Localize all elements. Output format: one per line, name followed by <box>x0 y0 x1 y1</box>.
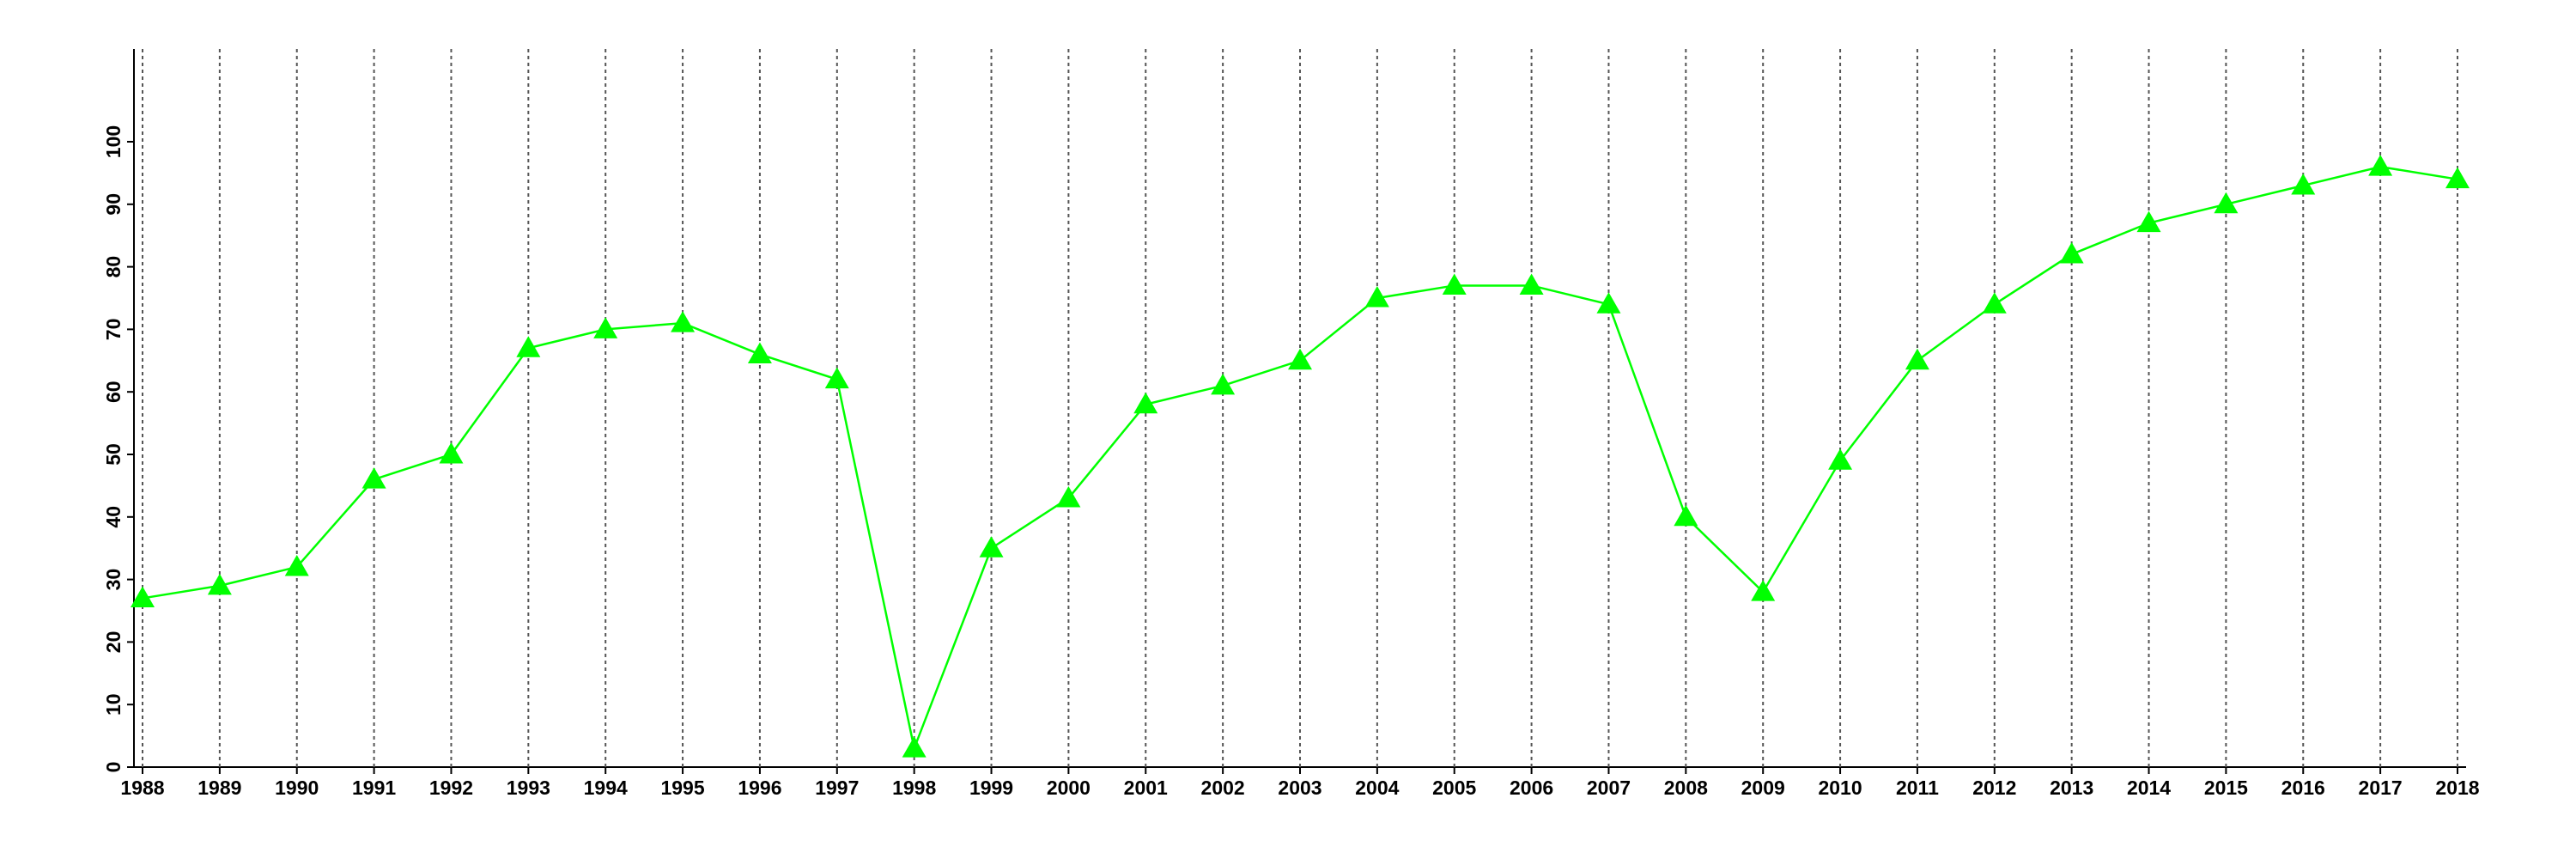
y-tick-label: 50 <box>102 443 125 466</box>
x-tick-label: 1991 <box>352 777 396 799</box>
point-marker <box>361 467 386 489</box>
x-tick-label: 2015 <box>2204 777 2248 799</box>
x-tick-label: 2007 <box>1587 777 1631 799</box>
x-tick-label: 2004 <box>1355 777 1399 799</box>
point-marker <box>1905 348 1929 370</box>
x-tick-label: 1992 <box>429 777 473 799</box>
x-tick-label: 2010 <box>1818 777 1862 799</box>
point-marker <box>979 536 1004 557</box>
point-marker <box>2136 210 2161 233</box>
point-marker <box>2445 167 2470 189</box>
point-marker <box>1288 348 1312 370</box>
point-marker <box>1674 504 1698 527</box>
y-tick-label: 40 <box>102 506 125 528</box>
x-tick-label: 2013 <box>2050 777 2093 799</box>
x-tick-label: 1990 <box>275 777 319 799</box>
x-tick-label: 2018 <box>2435 777 2479 799</box>
x-tick-label: 1999 <box>969 777 1013 799</box>
x-tick-label: 1998 <box>892 777 936 799</box>
point-marker <box>516 336 541 357</box>
point-marker <box>2368 155 2393 176</box>
y-tick-label: 60 <box>102 381 125 403</box>
point-marker <box>2291 173 2316 195</box>
point-marker <box>284 555 309 576</box>
point-marker <box>207 573 232 595</box>
point-marker <box>1751 580 1776 601</box>
x-tick-label: 2005 <box>1432 777 1476 799</box>
y-tick-label: 80 <box>102 256 125 278</box>
x-tick-label: 2003 <box>1278 777 1321 799</box>
point-marker <box>1519 273 1544 295</box>
x-tick-label: 2011 <box>1896 777 1939 799</box>
x-tick-label: 2008 <box>1664 777 1708 799</box>
x-tick-label: 1989 <box>197 777 241 799</box>
x-tick-label: 1988 <box>120 777 164 799</box>
x-tick-label: 2016 <box>2281 777 2325 799</box>
x-tick-label: 2006 <box>1510 777 1553 799</box>
point-marker <box>824 367 849 389</box>
x-tick-label: 2012 <box>1972 777 2016 799</box>
point-marker <box>902 736 927 758</box>
x-tick-label: 2017 <box>2359 777 2403 799</box>
x-tick-label: 2002 <box>1201 777 1245 799</box>
x-tick-label: 1994 <box>584 777 628 799</box>
y-tick-label: 0 <box>102 762 125 773</box>
point-marker <box>1364 286 1389 308</box>
x-tick-label: 2014 <box>2127 777 2171 799</box>
point-marker <box>593 317 618 338</box>
y-tick-label: 30 <box>102 569 125 591</box>
x-tick-label: 2009 <box>1741 777 1785 799</box>
point-marker <box>2214 192 2239 214</box>
y-tick-label: 10 <box>102 693 125 716</box>
point-marker <box>131 586 155 607</box>
y-tick-label: 90 <box>102 193 125 216</box>
point-marker <box>1982 292 2007 314</box>
y-tick-label: 100 <box>102 125 125 158</box>
x-tick-label: 1993 <box>507 777 550 799</box>
point-marker <box>1211 373 1236 395</box>
point-marker <box>671 311 696 332</box>
x-tick-label: 1996 <box>738 777 781 799</box>
x-tick-label: 1997 <box>815 777 859 799</box>
point-marker <box>2059 242 2084 264</box>
point-marker <box>439 442 464 464</box>
point-marker <box>1056 485 1081 508</box>
point-marker <box>1596 292 1621 314</box>
point-marker <box>1828 448 1853 470</box>
point-marker <box>747 342 772 364</box>
point-marker <box>1442 273 1467 295</box>
y-tick-label: 70 <box>102 319 125 341</box>
y-tick-label: 20 <box>102 631 125 654</box>
x-tick-label: 2001 <box>1124 777 1168 799</box>
x-tick-label: 2000 <box>1047 777 1091 799</box>
x-tick-label: 1995 <box>660 777 704 799</box>
point-marker <box>1133 392 1158 414</box>
